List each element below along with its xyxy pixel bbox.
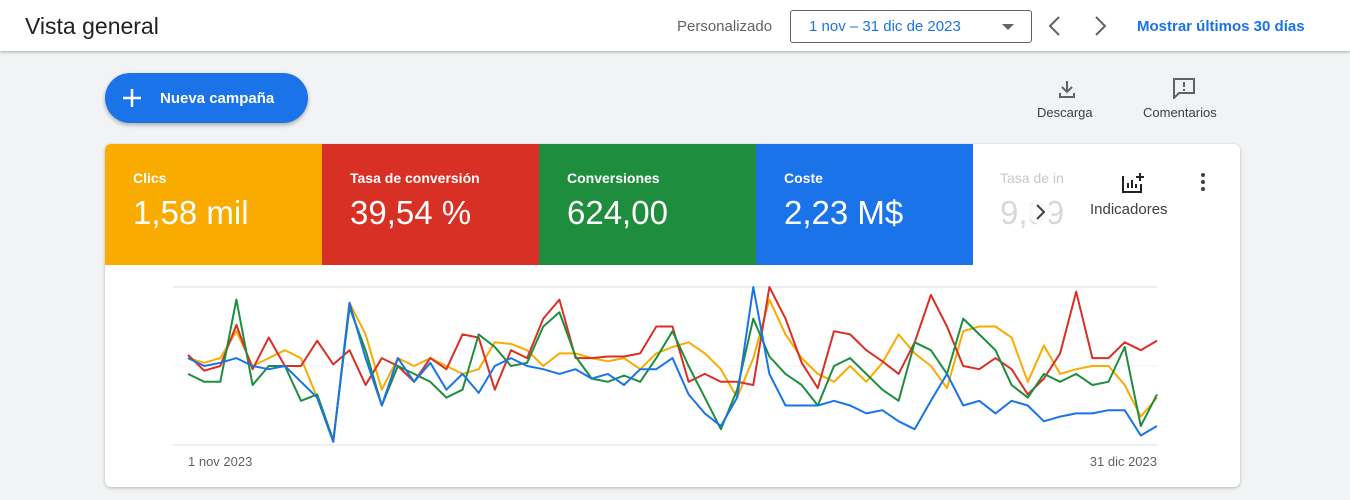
date-range: 1 nov – 31 dic de 2023 bbox=[809, 18, 961, 35]
download-label[interactable]: Descarga bbox=[1037, 105, 1093, 120]
metric-value: 1,58 mil bbox=[133, 194, 249, 231]
metric-value: 624,00 bbox=[567, 194, 668, 231]
metric-label: Conversiones bbox=[567, 170, 660, 186]
metric-value: 39,54 % bbox=[350, 194, 472, 231]
metric-tile[interactable]: Conversiones 624,00 bbox=[539, 144, 756, 265]
overview-card: Tasa de in 9,09 Indicadores 1 nov 202331… bbox=[105, 144, 1240, 487]
x-start-label: 1 nov 2023 bbox=[188, 454, 252, 469]
scroll-right-button[interactable] bbox=[1027, 199, 1053, 225]
prev-button[interactable] bbox=[1046, 15, 1064, 37]
plus-icon bbox=[123, 89, 141, 107]
metric-label: Clics bbox=[133, 170, 167, 186]
comments-label[interactable]: Comentarios bbox=[1143, 105, 1217, 120]
trend-line bbox=[187, 286, 1158, 396]
metric-tile[interactable]: Clics 1,58 mil bbox=[105, 144, 322, 265]
header: Vista general Personalizado 1 nov – 31 d… bbox=[0, 0, 1350, 51]
new-campaign-label: Nueva campaña bbox=[160, 90, 275, 107]
metric-label: Tasa de conversión bbox=[350, 170, 480, 186]
page-title: Vista general bbox=[25, 13, 159, 39]
download-icon[interactable] bbox=[1057, 79, 1077, 99]
indicators-label[interactable]: Indicadores bbox=[1090, 201, 1168, 218]
metric-label: Coste bbox=[784, 170, 823, 186]
comments-icon[interactable] bbox=[1172, 77, 1196, 99]
next-button[interactable] bbox=[1091, 15, 1109, 37]
x-end-label: 31 dic 2023 bbox=[1090, 454, 1157, 469]
new-campaign-button[interactable]: Nueva campaña bbox=[105, 73, 308, 123]
trend-chart: 1 nov 2023 31 dic 2023 bbox=[173, 286, 1158, 469]
range-label: Personalizado bbox=[677, 18, 773, 35]
metric-value: 2,23 M$ bbox=[784, 194, 904, 231]
date-dropdown[interactable]: 1 nov – 31 dic de 2023 bbox=[790, 10, 1032, 43]
metric-tile[interactable]: Coste 2,23 M$ bbox=[756, 144, 973, 265]
caret bbox=[1002, 24, 1014, 30]
more-menu[interactable] bbox=[1197, 172, 1209, 192]
trend-line bbox=[187, 286, 1158, 443]
show-last-link[interactable]: Mostrar últimos 30 días bbox=[1137, 18, 1305, 35]
partial-metric-label: Tasa de in bbox=[1000, 170, 1064, 186]
metric-tile[interactable]: Tasa de conversión 39,54 % bbox=[322, 144, 539, 265]
indicators-icon[interactable] bbox=[1121, 172, 1147, 194]
